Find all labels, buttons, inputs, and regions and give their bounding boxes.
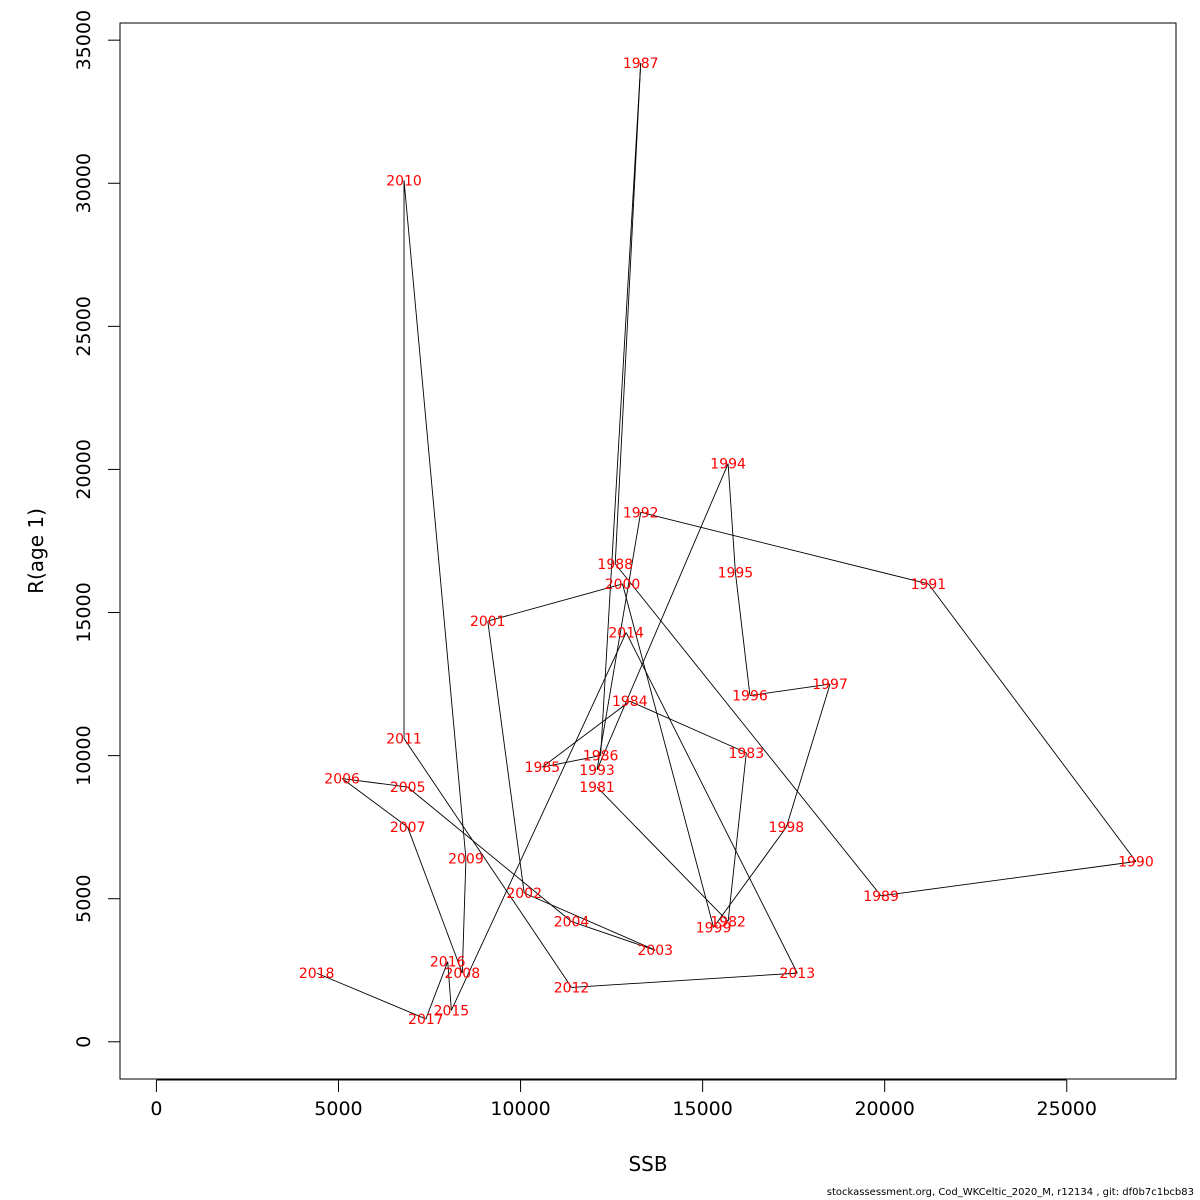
y-tick-label: 30000 (73, 153, 95, 213)
y-tick-label: 0 (73, 1036, 95, 1048)
point-label-2003: 2003 (637, 943, 673, 959)
path-segment (447, 961, 452, 1011)
y-axis: 0 5000 10000 15000 20000 25000 30000 35000 (73, 10, 121, 1048)
point-label-1983: 1983 (728, 746, 764, 762)
path-segment (542, 755, 601, 768)
point-label-2000: 2000 (605, 577, 641, 593)
path-segment (928, 583, 1137, 862)
point-label-2014: 2014 (608, 626, 644, 642)
y-tick-label: 35000 (73, 10, 95, 70)
x-tick-label: 10000 (490, 1098, 550, 1120)
x-tick-label: 0 (150, 1098, 162, 1120)
point-label-1986: 1986 (583, 749, 619, 765)
path-segment (614, 63, 642, 564)
point-label-1988: 1988 (597, 557, 633, 573)
x-tick-label: 25000 (1037, 1098, 1097, 1120)
point-label-1991: 1991 (911, 577, 947, 593)
point-label-1995: 1995 (718, 565, 754, 581)
y-tick-label: 10000 (73, 725, 95, 785)
point-label-1990: 1990 (1118, 855, 1154, 871)
path-segment (407, 786, 572, 922)
x-tick-label: 5000 (314, 1098, 362, 1120)
point-label-1994: 1994 (710, 457, 746, 473)
y-tick-label: 5000 (73, 875, 95, 923)
path-segment (571, 972, 798, 988)
path-segment (461, 858, 467, 974)
point-label-2015: 2015 (434, 1003, 470, 1019)
path-segment (407, 827, 463, 974)
path-segment (727, 752, 747, 922)
path-segment (596, 786, 729, 922)
point-label-2013: 2013 (779, 966, 815, 982)
path-segment (341, 778, 408, 828)
point-label-1996: 1996 (732, 689, 768, 705)
path-segment (629, 700, 747, 754)
path-segment (785, 683, 831, 828)
path-segment (524, 892, 656, 951)
path-segment (622, 583, 714, 928)
path-segment (596, 512, 642, 771)
path-segment (425, 961, 449, 1020)
point-label-2009: 2009 (448, 852, 484, 868)
path-segment (614, 563, 882, 897)
path-segment (571, 921, 656, 951)
y-tick-label: 15000 (73, 582, 95, 642)
point-label-1985: 1985 (525, 760, 561, 776)
path-segment (316, 972, 427, 1020)
point-label-2008: 2008 (444, 966, 480, 982)
plot-frame (119, 22, 1177, 1080)
point-label-2004: 2004 (554, 915, 590, 931)
y-tick-label: 20000 (73, 439, 95, 499)
path-segment (749, 683, 831, 696)
point-label-1993: 1993 (579, 763, 615, 779)
path-segment (640, 511, 929, 585)
point-label-1998: 1998 (769, 820, 805, 836)
y-axis-label: R(age 1) (24, 508, 48, 594)
point-label-1989: 1989 (863, 889, 899, 905)
point-label-2012: 2012 (554, 980, 590, 996)
point-label-1997: 1997 (812, 677, 848, 693)
y-tick-label: 25000 (73, 296, 95, 356)
point-label-2010: 2010 (386, 173, 422, 189)
path-segment (487, 583, 623, 622)
x-tick-label: 20000 (854, 1098, 914, 1120)
path-segment (734, 572, 751, 696)
point-label-1987: 1987 (623, 56, 659, 72)
path-segment (403, 738, 572, 988)
stock-recruitment-path (316, 63, 1137, 1020)
path-segment (450, 632, 627, 1011)
point-label-2006: 2006 (324, 772, 360, 788)
footer-credit: stockassessment.org, Cod_WKCeltic_2020_M… (826, 1187, 1194, 1198)
path-segment (727, 463, 736, 573)
point-label-2001: 2001 (470, 614, 506, 630)
path-segment (625, 632, 798, 974)
point-label-2017: 2017 (408, 1012, 444, 1028)
path-segment (600, 63, 642, 756)
path-segment (713, 826, 787, 928)
path-segment (487, 621, 525, 894)
point-label-2005: 2005 (390, 780, 426, 796)
path-segment (542, 700, 631, 768)
year-labels: 1981 1982 1983 1984 1985 1986 1987 1988 1989 1990… (299, 56, 1154, 1028)
point-label-1981: 1981 (579, 780, 615, 796)
point-label-1984: 1984 (612, 694, 648, 710)
x-tick-label: 15000 (672, 1098, 732, 1120)
point-label-1992: 1992 (623, 505, 659, 521)
path-segment (403, 180, 467, 859)
point-label-1999: 1999 (696, 920, 732, 936)
point-label-2002: 2002 (506, 886, 542, 902)
point-label-2007: 2007 (390, 820, 426, 836)
point-label-2016: 2016 (430, 955, 466, 971)
x-axis-label: SSB (628, 1152, 667, 1176)
point-label-2011: 2011 (386, 731, 422, 747)
path-segment (342, 778, 408, 788)
point-label-1982: 1982 (710, 915, 746, 931)
x-axis: 0 5000 10000 15000 20000 25000 (150, 1079, 1097, 1120)
path-segment (596, 463, 729, 771)
path-segment (880, 861, 1137, 897)
point-label-2018: 2018 (299, 966, 335, 982)
